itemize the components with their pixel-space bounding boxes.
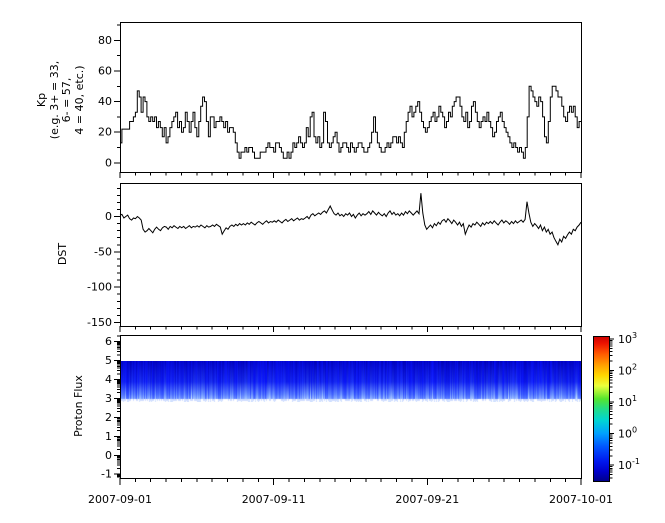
dst-y-tick-label: -150 [87,316,112,329]
kp-y-tick-label: 20 [98,126,112,139]
dst-panel-frame [120,183,582,327]
proton-y-tick-label: 3 [105,392,112,405]
x-tick-label: 2007-10-01 [549,493,613,506]
kp-y-tick-label: 0 [105,156,112,169]
proton-y-tick-label: 4 [105,373,112,386]
proton-y-ticks: -1 0 1 2 3 4 5 6 [101,335,120,481]
colorbar-ticks: 103 102 101 100 10-1 [610,331,640,479]
proton-x-ticks: 2007-09-01 2007-09-11 2007-09-21 2007-10-01 [88,478,613,506]
x-tick-label: 2007-09-11 [242,493,306,506]
colorbar-tick-label: 102 [618,363,637,378]
kp-y-tick-label: 80 [98,34,112,47]
x-tick-label: 2007-09-01 [88,493,152,506]
proton-y-tick-label: 1 [105,430,112,443]
proton-y-tick-label: -1 [101,468,112,481]
proton-y-tick-label: 0 [105,449,112,462]
dst-y-tick-label: -100 [87,281,112,294]
colorbar-tick-label: 101 [618,394,637,409]
dst-y-ticks: 0 -50 -100 -150 [87,187,120,329]
colorbar-gradient [593,336,610,482]
dst-series-line [119,193,582,247]
kp-y-ticks: 0 20 40 60 80 [98,24,120,169]
proton-y-tick-label: 2 [105,411,112,424]
proton-panel-frame [120,335,582,479]
dst-y-tick-label: -50 [94,245,112,258]
dst-y-tick-label: 0 [105,210,112,223]
proton-y-tick-label: 6 [105,335,112,348]
kp-series-line [120,85,581,159]
proton-spectrogram-band [121,361,581,402]
colorbar-tick-label: 100 [618,426,637,441]
dst-x-ticks [119,326,582,332]
colorbar-tick-label: 103 [618,331,637,346]
colorbar-tick-label: 10-1 [618,457,640,472]
x-tick-label: 2007-09-21 [395,493,459,506]
kp-x-ticks [119,172,582,178]
proton-y-tick-label: 5 [105,354,112,367]
kp-y-tick-label: 40 [98,95,112,108]
kp-y-tick-label: 60 [98,64,112,77]
